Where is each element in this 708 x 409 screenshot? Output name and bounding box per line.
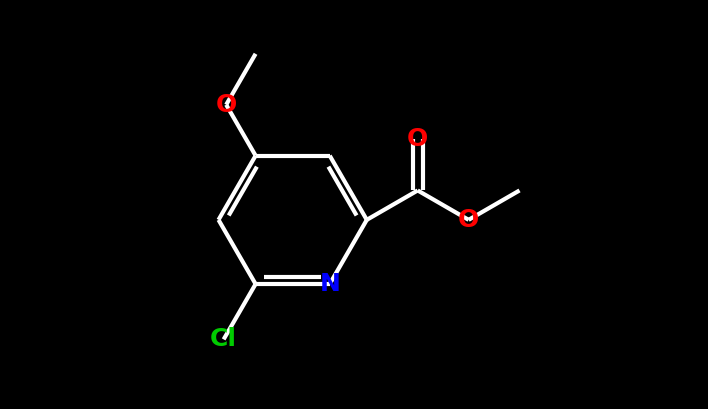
Text: O: O: [215, 93, 236, 117]
Text: N: N: [319, 272, 340, 296]
Text: Cl: Cl: [210, 327, 237, 351]
Text: O: O: [458, 208, 479, 232]
Text: O: O: [407, 127, 428, 151]
